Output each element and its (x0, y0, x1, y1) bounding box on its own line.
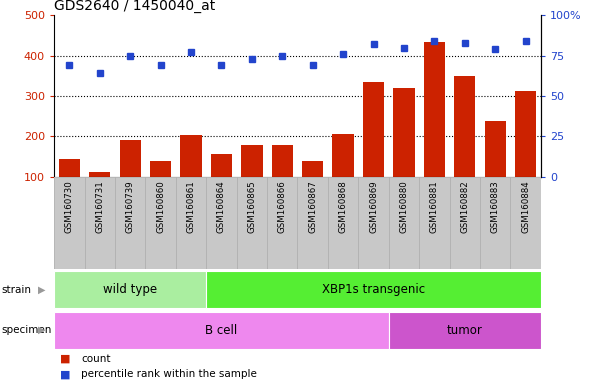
Text: GSM160864: GSM160864 (217, 180, 226, 233)
Bar (120, 140, 141, 177)
Text: ▶: ▶ (38, 325, 45, 335)
Bar (424, 41, 445, 177)
Text: GSM160883: GSM160883 (491, 180, 500, 233)
Bar (393, 88, 415, 177)
Bar (389, 312, 541, 349)
Bar (150, 161, 171, 177)
Bar (454, 76, 475, 177)
Text: ■: ■ (60, 354, 70, 364)
Bar (419, 177, 450, 269)
Bar (206, 271, 541, 308)
Text: wild type: wild type (103, 283, 157, 296)
Text: GSM160865: GSM160865 (248, 180, 257, 233)
Bar (54, 312, 389, 349)
Bar (480, 177, 510, 269)
Text: specimen: specimen (2, 325, 52, 335)
Text: GSM160860: GSM160860 (156, 180, 165, 233)
Text: GSM160739: GSM160739 (126, 180, 135, 233)
Bar (510, 177, 541, 269)
Bar (176, 177, 206, 269)
Text: GSM160869: GSM160869 (369, 180, 378, 233)
Text: GSM160881: GSM160881 (430, 180, 439, 233)
Text: ■: ■ (60, 369, 70, 379)
Text: GSM160884: GSM160884 (521, 180, 530, 233)
Bar (328, 177, 358, 269)
Bar (484, 121, 506, 177)
Bar (332, 134, 354, 177)
Bar (211, 154, 232, 177)
Bar (358, 177, 389, 269)
Text: GSM160731: GSM160731 (95, 180, 104, 233)
Bar (145, 177, 175, 269)
Text: B cell: B cell (206, 324, 237, 337)
Bar (85, 177, 115, 269)
Text: strain: strain (2, 285, 32, 295)
Bar (363, 82, 384, 177)
Bar (59, 159, 80, 177)
Bar (54, 271, 206, 308)
Text: XBP1s transgenic: XBP1s transgenic (322, 283, 425, 296)
Text: GSM160880: GSM160880 (400, 180, 409, 233)
Bar (89, 172, 111, 177)
Bar (180, 135, 202, 177)
Bar (54, 177, 85, 269)
Bar (302, 161, 323, 177)
Bar (237, 177, 267, 269)
Bar (515, 91, 536, 177)
Text: GDS2640 / 1450040_at: GDS2640 / 1450040_at (54, 0, 215, 13)
Text: GSM160861: GSM160861 (186, 180, 195, 233)
Text: tumor: tumor (447, 324, 483, 337)
Bar (272, 145, 293, 177)
Text: percentile rank within the sample: percentile rank within the sample (81, 369, 257, 379)
Text: ▶: ▶ (38, 285, 45, 295)
Text: GSM160730: GSM160730 (65, 180, 74, 233)
Bar (297, 177, 328, 269)
Bar (267, 177, 297, 269)
Text: GSM160882: GSM160882 (460, 180, 469, 233)
Text: GSM160867: GSM160867 (308, 180, 317, 233)
Bar (241, 145, 263, 177)
Text: count: count (81, 354, 111, 364)
Bar (115, 177, 145, 269)
Bar (389, 177, 419, 269)
Text: GSM160866: GSM160866 (278, 180, 287, 233)
Bar (206, 177, 237, 269)
Text: GSM160868: GSM160868 (338, 180, 347, 233)
Bar (450, 177, 480, 269)
